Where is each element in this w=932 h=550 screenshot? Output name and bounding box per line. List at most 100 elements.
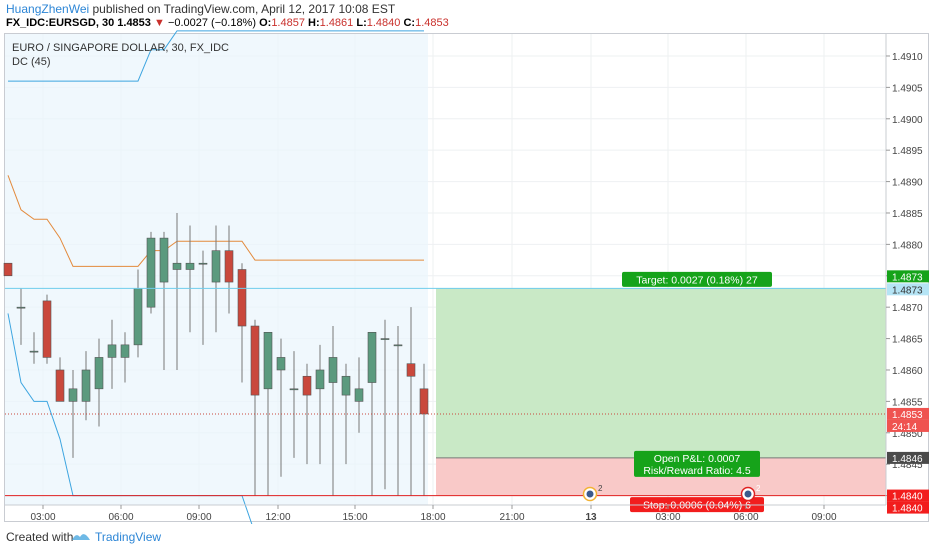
price-tick-label: 1.4880 [892,240,923,251]
countdown-tag-bg [887,419,929,432]
countdown-tag: 24:14 [887,419,929,433]
publish-text: published on TradingView.com, April 12, … [89,2,396,16]
price-tick-label: 1.4845 [892,460,923,471]
candle-body [354,388,364,402]
event-badge-2[interactable]: 2 [740,484,762,502]
candle-body [185,262,195,270]
author-link[interactable]: HuangZhenWei [6,2,90,16]
price-tick-label: 1.4860 [892,366,923,377]
risk-reward-label: Risk/Reward Ratio: 4.5 [643,465,751,477]
high-value: 1.4861 [319,17,354,29]
price-tick-label: 1.4850 [892,429,923,440]
low-value: 1.4840 [366,17,401,29]
candle-body [341,375,351,396]
down-arrow-icon: ▼ [153,17,165,29]
candle-body [289,388,299,391]
price-tick-label: 1.4905 [892,83,923,94]
candle-body [29,350,39,353]
last-price: 1.4853 [117,17,151,29]
candle-body [380,338,390,340]
target-price-tag-bg [887,270,929,283]
price-tick-label: 1.4910 [892,52,923,63]
event-badge-1[interactable]: 2 [582,484,604,502]
time-tick-label: 06:00 [733,512,758,523]
entry-price-tag-text: 1.4846 [892,454,923,465]
candle-body [276,357,286,371]
candle-body [367,331,377,383]
candle-body [94,357,104,390]
price-tick-label: 1.4855 [892,397,923,408]
candle-body [263,331,273,390]
target-zone[interactable] [436,288,886,458]
open-value: 1.4857 [271,17,305,29]
current-price-tag: 1.4853 [887,407,929,421]
entry-price-tag-bg [887,451,929,464]
low-label: L: [356,17,367,29]
close-label: C: [403,17,416,29]
stop-label: Stop: 0.0006 (0.04%) 6 [643,500,751,512]
time-tick-label: 06:00 [108,512,133,523]
candle-body [3,262,13,277]
candle-body [393,344,403,347]
stop-price-tag-2-bg [887,501,929,514]
candle-body [55,369,65,402]
stop-price-tag: 1.4840 [887,489,929,503]
price-tick-label: 1.4865 [892,335,923,346]
candle-body [81,369,91,402]
change-value: −0.0027 (−0.18%) [167,17,257,29]
candle-body [211,250,221,283]
candle-body [68,388,78,402]
indicator-label[interactable]: DC (45) [12,56,51,68]
stop-price-tag-2: 1.4840 [887,501,929,515]
candle-body [328,357,338,383]
price-tick-label: 1.4895 [892,146,923,157]
created-with-label: Created with [6,530,74,544]
open-label: O: [259,17,272,29]
time-tick-label: 03:00 [30,512,55,523]
target-price-tag-2-text: 1.4873 [892,285,923,296]
candles [3,212,429,496]
pnl-tag[interactable]: Open P&L: 0.0007 Risk/Reward Ratio: 4.5 [634,450,760,477]
time-tick-label: 03:00 [655,512,680,523]
time-axis[interactable]: 03:00 06:00 09:00 12:00 15:00 18:00 21:00 13 03:… [30,505,837,523]
stop-price-tag-text: 1.4840 [892,492,923,503]
time-tick-label: 12:00 [265,512,290,523]
chart-title: EURO / SINGAPORE DOLLAR, 30, FX_IDC [12,42,229,54]
dc-upper-line [8,30,424,82]
candle-body [315,369,325,390]
current-price-tag-bg [887,407,929,420]
ohlc-line: FX_IDC:EURSGD, 30 1.4853 ▼ −0.0027 (−0.1… [6,17,449,29]
candle-body [107,344,117,358]
time-tick-label: 15:00 [342,512,367,523]
candle-body [146,237,156,308]
candle-body [406,363,416,377]
price-tick-label: 1.4890 [892,178,923,189]
candle-body [16,306,26,309]
candle-body [302,375,312,396]
tradingview-logo-icon [72,534,90,540]
countdown-tag-text: 24:14 [892,422,917,433]
candle-body [224,250,234,283]
target-price-tag-text: 1.4873 [892,272,923,283]
candle-body [159,237,169,283]
stop-price-tag-bg [887,489,929,502]
symbol-label: FX_IDC:EURSGD, 30 [6,17,115,29]
price-chart[interactable]: EURO / SINGAPORE DOLLAR, 30, FX_IDC DC (… [0,0,932,524]
pnl-label: Open P&L: 0.0007 [654,453,741,465]
stop-price-tag-2-text: 1.4840 [892,504,923,515]
high-label: H: [308,17,320,29]
publish-info: HuangZhenWei published on TradingView.co… [6,2,395,16]
target-price-tag-2: 1.4873 [887,283,929,296]
candle-body [172,262,182,270]
time-tick-label: 13 [585,512,597,523]
time-tick-label: 18:00 [420,512,445,523]
candle-body [237,269,247,327]
tradingview-link[interactable]: TradingView [95,530,162,544]
target-label: Target: 0.0027 (0.18%) 27 [636,274,758,286]
price-tick-label: 1.4900 [892,115,923,126]
current-price-tag-text: 1.4853 [892,410,923,421]
price-tags: 1.48731.48731.485324:141.48461.48401.484… [887,270,929,515]
entry-price-tag: 1.4846 [887,451,929,465]
target-tag[interactable]: Target: 0.0027 (0.18%) 27 [622,271,772,287]
footer: Created with TradingView [0,524,932,550]
